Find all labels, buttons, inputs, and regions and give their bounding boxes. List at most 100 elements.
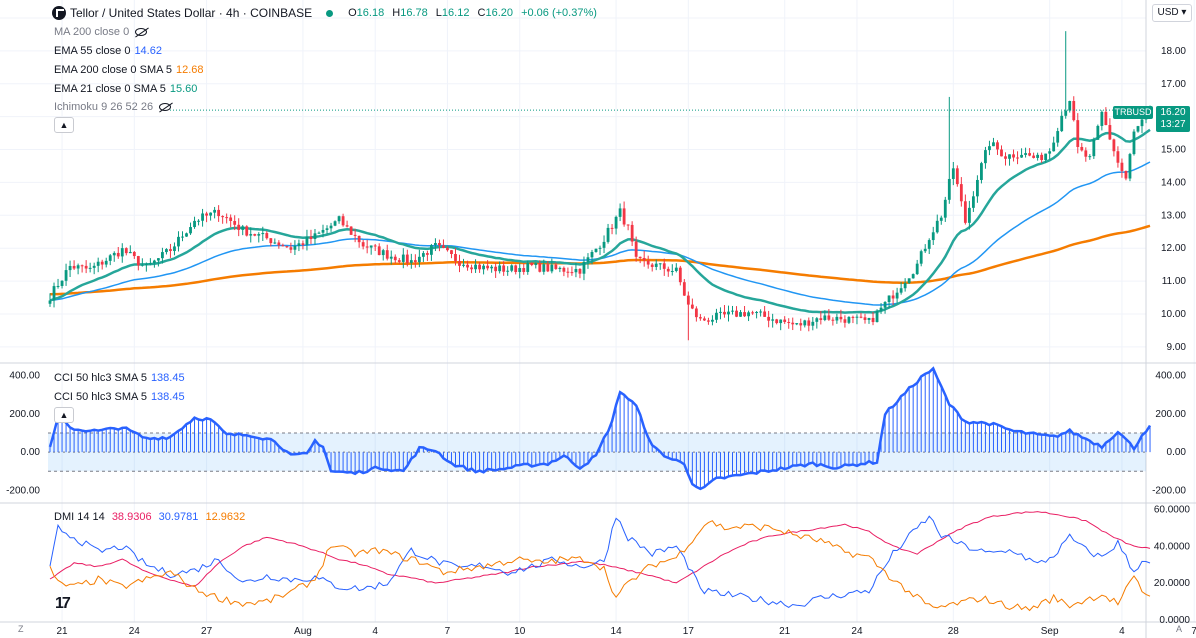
candle-body xyxy=(213,209,217,213)
candle-body xyxy=(1028,153,1032,156)
candle-body xyxy=(273,242,277,244)
candle-body xyxy=(799,323,803,326)
candle-body xyxy=(1064,110,1068,116)
time-tick-label: 21 xyxy=(779,626,791,637)
legend-ema55[interactable]: EMA 55 close 0 14.62 xyxy=(54,45,162,57)
candle-body xyxy=(558,267,562,269)
time-tick-label: Sep xyxy=(1041,626,1059,637)
candle-body xyxy=(185,233,188,237)
cci-tick-label: 0.00 xyxy=(1167,447,1187,458)
timezone-button[interactable]: Z xyxy=(18,624,24,634)
candle-body xyxy=(723,311,726,315)
price-axis[interactable]: 9.0010.0011.0012.0013.0014.0015.0016.001… xyxy=(6,13,1190,626)
candle-body xyxy=(377,246,381,256)
legend-ema21[interactable]: EMA 21 close 0 SMA 5 15.60 xyxy=(54,83,198,95)
candle-body xyxy=(763,311,767,317)
hidden-eye-icon[interactable] xyxy=(159,103,172,112)
cci-left-tick-label: 400.00 xyxy=(9,371,40,382)
candle-body xyxy=(526,263,530,272)
candle-body xyxy=(602,241,606,248)
candle-body xyxy=(610,227,614,229)
candle-body xyxy=(988,146,991,151)
candle-body xyxy=(293,245,297,250)
candle-body xyxy=(425,253,429,255)
legend-cci-2[interactable]: CCI 50 hlc3 SMA 5 138.45 xyxy=(54,391,185,403)
candle-body xyxy=(72,265,76,269)
candle-body xyxy=(980,163,983,180)
candle-body xyxy=(1108,125,1112,140)
cci-tick-label: 400.00 xyxy=(1155,371,1186,382)
candle-body xyxy=(538,262,542,272)
candle-body xyxy=(935,220,939,233)
legend-cci-1[interactable]: CCI 50 hlc3 SMA 5 138.45 xyxy=(54,372,185,384)
time-tick-label: 17 xyxy=(683,626,695,637)
candle-body xyxy=(321,229,325,233)
collapse-cci-legend-button[interactable]: ▲ xyxy=(54,407,74,423)
price-tick-label: 10.00 xyxy=(1161,309,1186,320)
candle-body xyxy=(104,260,108,265)
candle-body xyxy=(855,316,859,318)
candle-body xyxy=(241,226,245,230)
ema200-line xyxy=(49,224,1151,296)
candle-body xyxy=(1116,151,1120,163)
candle-body xyxy=(409,260,413,263)
candle-body xyxy=(534,262,538,266)
time-axis[interactable]: 21 24 27 Aug 4 7 10 14 17 21 24 28 Sep 4 7 xyxy=(56,626,1196,637)
legend-ma200[interactable]: MA 200 close 0 xyxy=(54,26,148,38)
candle-body xyxy=(197,220,200,222)
candle-body xyxy=(1120,162,1124,171)
candle-body xyxy=(578,268,582,274)
symbol-header[interactable]: Tellor / United States Dollar · 4h · COI… xyxy=(52,6,597,20)
legend-ema200[interactable]: EMA 200 close 0 SMA 5 12.68 xyxy=(54,64,204,76)
dmi-pane[interactable] xyxy=(49,511,1151,612)
candle-body xyxy=(642,257,646,261)
candle-body xyxy=(193,220,196,228)
collapse-legend-button[interactable]: ▲ xyxy=(54,117,74,133)
candle-body xyxy=(831,319,835,321)
candle-body xyxy=(915,263,919,275)
dmi-tick-label: 20.0000 xyxy=(1154,578,1191,589)
candle-body xyxy=(181,236,184,238)
candle-body xyxy=(771,319,775,321)
candle-body xyxy=(233,220,237,225)
candle-body xyxy=(851,316,855,318)
hidden-eye-icon[interactable] xyxy=(135,28,148,37)
dmi-tick-label: 0.0000 xyxy=(1159,615,1190,626)
legend-dmi[interactable]: DMI 14 14 38.9306 30.9781 12.9632 xyxy=(54,511,246,523)
symbol-price-tag: TRBUSD xyxy=(1113,106,1153,119)
candle-body xyxy=(959,184,963,202)
candle-body xyxy=(1000,149,1003,157)
candle-body xyxy=(450,250,453,255)
auto-scale-button[interactable]: A xyxy=(1176,624,1183,634)
candle-body xyxy=(156,258,160,261)
candle-body xyxy=(112,252,116,256)
candle-body xyxy=(702,318,706,321)
candle-body xyxy=(1016,157,1019,159)
legend-ichimoku[interactable]: Ichimoku 9 26 52 26 xyxy=(54,101,172,113)
candle-body xyxy=(891,295,895,299)
candle-body xyxy=(1036,154,1040,158)
candle-body xyxy=(297,243,301,246)
candle-body xyxy=(446,247,449,251)
price-pane[interactable] xyxy=(48,31,1152,341)
candle-body xyxy=(811,321,815,326)
candle-body xyxy=(165,249,168,253)
candle-body xyxy=(84,265,88,269)
symbol-title[interactable]: Tellor / United States Dollar · 4h · COI… xyxy=(70,6,313,20)
candle-body xyxy=(333,221,337,226)
candle-body xyxy=(823,315,827,320)
candle-body xyxy=(161,252,164,259)
candle-body xyxy=(169,249,172,252)
candle-body xyxy=(478,264,481,270)
candle-body xyxy=(747,312,750,317)
cci-pane[interactable] xyxy=(48,366,1152,491)
candle-body xyxy=(442,245,445,248)
last-price-tag: 16.20 13:27 xyxy=(1156,106,1190,132)
candle-body xyxy=(582,261,586,274)
candle-body xyxy=(173,246,176,252)
candle-body xyxy=(923,248,927,252)
currency-selector[interactable]: USD ▾ xyxy=(1152,4,1192,22)
candle-body xyxy=(393,256,397,261)
tradingview-logo-icon[interactable]: 17 xyxy=(55,595,71,612)
